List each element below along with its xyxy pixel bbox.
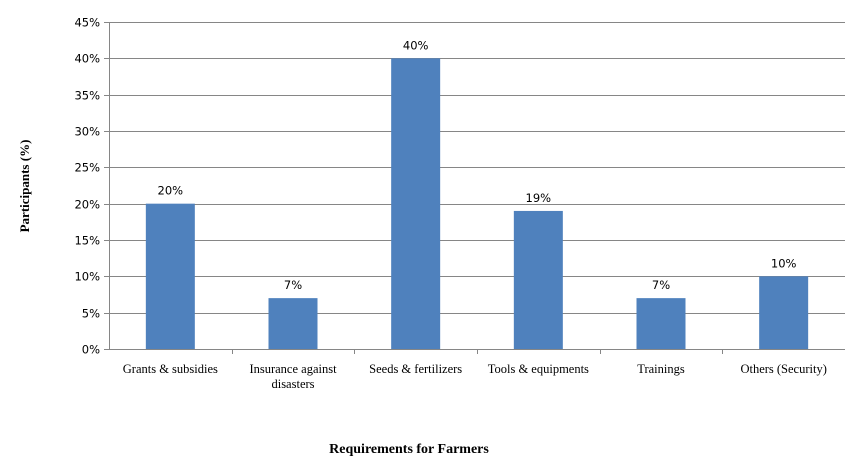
data-label: 19% <box>526 191 552 205</box>
y-tick-label: 10% <box>74 270 100 284</box>
x-tick-label: Trainings <box>637 362 685 376</box>
y-tick-label: 25% <box>74 161 100 175</box>
bar <box>268 298 318 349</box>
x-tick-label: Others (Security) <box>740 362 826 376</box>
bar <box>636 298 686 349</box>
data-label: 7% <box>652 278 670 292</box>
y-tick-label: 15% <box>74 234 100 248</box>
y-tick-label: 0% <box>82 343 100 357</box>
bar <box>391 58 441 349</box>
labels: 0% 5% 10% 15% 20% 25% 30% 35% 40% 45% 20% Grants & … <box>74 16 826 392</box>
y-tick-label: 5% <box>82 307 100 321</box>
data-label: 7% <box>284 278 302 292</box>
y-tick-label: 20% <box>74 198 100 212</box>
bar <box>759 276 809 349</box>
y-tick-label: 30% <box>74 125 100 139</box>
bar <box>145 203 195 349</box>
bar <box>513 210 563 349</box>
axes <box>104 22 845 354</box>
x-tick-label: Insurance against <box>249 362 337 376</box>
x-tick-label: Seeds & fertilizers <box>369 362 462 376</box>
data-label: 20% <box>158 184 184 198</box>
y-tick-label: 35% <box>74 89 100 103</box>
x-axis-title: Requirements for Farmers <box>329 442 489 457</box>
gridlines <box>109 22 845 314</box>
x-tick-label: Grants & subsidies <box>123 362 218 376</box>
x-tick-label: disasters <box>271 377 314 391</box>
data-label: 40% <box>403 38 429 52</box>
y-tick-label: 45% <box>74 16 100 30</box>
y-tick-label: 40% <box>74 52 100 66</box>
y-axis-title: Participants (%) <box>17 140 32 233</box>
x-tick-label: Tools & equipments <box>488 362 589 376</box>
bars <box>145 58 809 349</box>
data-label: 10% <box>771 256 797 270</box>
